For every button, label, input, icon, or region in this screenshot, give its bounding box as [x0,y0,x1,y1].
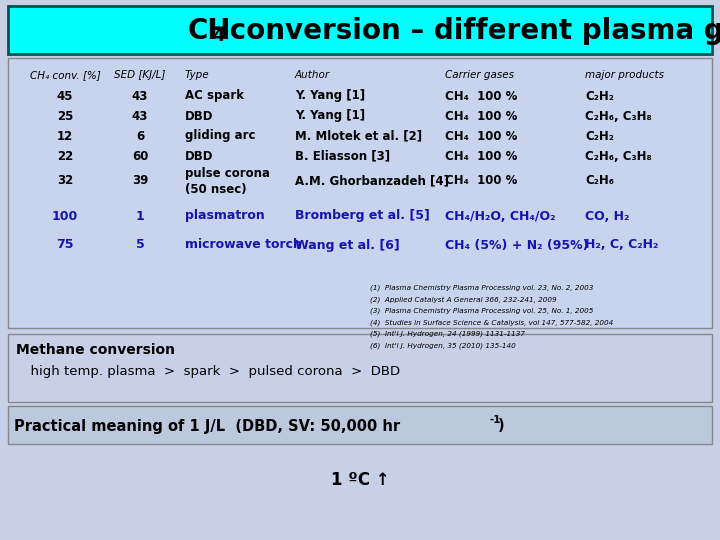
Text: Bromberg et al. [5]: Bromberg et al. [5] [295,210,430,222]
Bar [8,58,712,328]
Text: 6: 6 [136,130,144,143]
Text: SED [KJ/L]: SED [KJ/L] [114,70,166,80]
Text: CH: CH [188,17,232,45]
Text: A.M. Ghorbanzadeh [4]: A.M. Ghorbanzadeh [4] [295,174,449,187]
Text: (2)  Applied Catalyst A General 366, 232-241, 2009: (2) Applied Catalyst A General 366, 232-… [370,296,557,303]
Text: C₂H₆, C₃H₈: C₂H₆, C₃H₈ [585,150,652,163]
Text: 5: 5 [135,239,145,252]
Text: C₂H₆: C₂H₆ [585,174,614,187]
Text: Author: Author [295,70,330,80]
Text: (3)  Plasma Chemistry Plasma Processing vol. 25, No. 1, 2005: (3) Plasma Chemistry Plasma Processing v… [370,308,593,314]
Text: CH₄  100 %: CH₄ 100 % [445,174,518,187]
Text: C₂H₂: C₂H₂ [585,130,614,143]
Text: (1)  Plasma Chemistry Plasma Processing vol. 23, No. 2, 2003: (1) Plasma Chemistry Plasma Processing v… [370,285,593,291]
Text: 60: 60 [132,150,148,163]
Text: CO, H₂: CO, H₂ [585,210,629,222]
Text: Wang et al. [6]: Wang et al. [6] [295,239,400,252]
Text: 12: 12 [57,130,73,143]
Text: (6)  Int'l J. Hydrogen, 35 (2010) 135-140: (6) Int'l J. Hydrogen, 35 (2010) 135-140 [370,342,516,349]
Text: major products: major products [585,70,664,80]
Text: CH₄/H₂O, CH₄/O₂: CH₄/H₂O, CH₄/O₂ [445,210,556,222]
Text: 1: 1 [135,210,145,222]
Text: AC spark: AC spark [185,90,244,103]
Text: CH₄  100 %: CH₄ 100 % [445,150,518,163]
Text: 75: 75 [56,239,73,252]
Text: Practical meaning of 1 J/L  (DBD, SV: 50,000 hr: Practical meaning of 1 J/L (DBD, SV: 50,… [14,418,400,434]
Text: H₂, C, C₂H₂: H₂, C, C₂H₂ [585,239,658,252]
Text: 22: 22 [57,150,73,163]
Text: 39: 39 [132,174,148,187]
Bar [8,334,712,402]
Text: 25: 25 [57,110,73,123]
Text: Carrier gases: Carrier gases [445,70,514,80]
Text: 43: 43 [132,110,148,123]
Text: conversion – different plasma generation: conversion – different plasma generation [220,17,720,45]
Text: C₂H₂: C₂H₂ [585,90,614,103]
Text: Y. Yang [1]: Y. Yang [1] [295,90,365,103]
Text: gliding arc: gliding arc [185,130,256,143]
Text: 32: 32 [57,174,73,187]
Text: CH₄  100 %: CH₄ 100 % [445,90,518,103]
Text: 100: 100 [52,210,78,222]
Text: 1 ºC ↑: 1 ºC ↑ [330,471,390,489]
Text: CH₄ conv. [%]: CH₄ conv. [%] [30,70,100,80]
Text: 4: 4 [212,27,225,45]
Text: -1: -1 [490,415,502,425]
Text: DBD: DBD [185,110,214,123]
Text: Y. Yang [1]: Y. Yang [1] [295,110,365,123]
Bar [8,406,712,444]
Text: 45: 45 [57,90,73,103]
Text: Methane conversion: Methane conversion [16,343,175,357]
Text: M. Mlotek et al. [2]: M. Mlotek et al. [2] [295,130,422,143]
Text: microwave torch: microwave torch [185,239,302,252]
Text: ): ) [498,418,505,434]
Text: (4)  Studies in Surface Science & Catalysis, vol 147, 577-582, 2004: (4) Studies in Surface Science & Catalys… [370,319,613,326]
Text: pulse corona
(50 nsec): pulse corona (50 nsec) [185,166,270,195]
Text: CH₄  100 %: CH₄ 100 % [445,130,518,143]
Text: B. Eliasson [3]: B. Eliasson [3] [295,150,390,163]
Text: C₂H₆, C₃H₈: C₂H₆, C₃H₈ [585,110,652,123]
Text: (5)  Int'l J. Hydrogen, 24 (1999) 1131-1137: (5) Int'l J. Hydrogen, 24 (1999) 1131-11… [370,330,525,338]
Text: CH₄  100 %: CH₄ 100 % [445,110,518,123]
Bar [8,6,712,54]
Text: DBD: DBD [185,150,214,163]
Text: high temp. plasma  >  spark  >  pulsed corona  >  DBD: high temp. plasma > spark > pulsed coron… [22,366,400,379]
Text: plasmatron: plasmatron [185,210,265,222]
Text: CH₄ (5%) + N₂ (95%): CH₄ (5%) + N₂ (95%) [445,239,588,252]
Text: 43: 43 [132,90,148,103]
Text: Type: Type [185,70,210,80]
